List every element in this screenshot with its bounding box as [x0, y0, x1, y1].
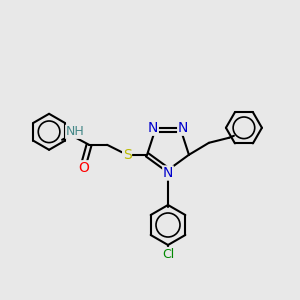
Text: N: N — [163, 166, 173, 180]
Text: S: S — [123, 148, 131, 162]
Text: N: N — [148, 121, 158, 135]
Text: O: O — [79, 161, 89, 175]
Text: NH: NH — [66, 125, 85, 138]
Text: Cl: Cl — [162, 248, 174, 260]
Text: N: N — [178, 121, 188, 135]
